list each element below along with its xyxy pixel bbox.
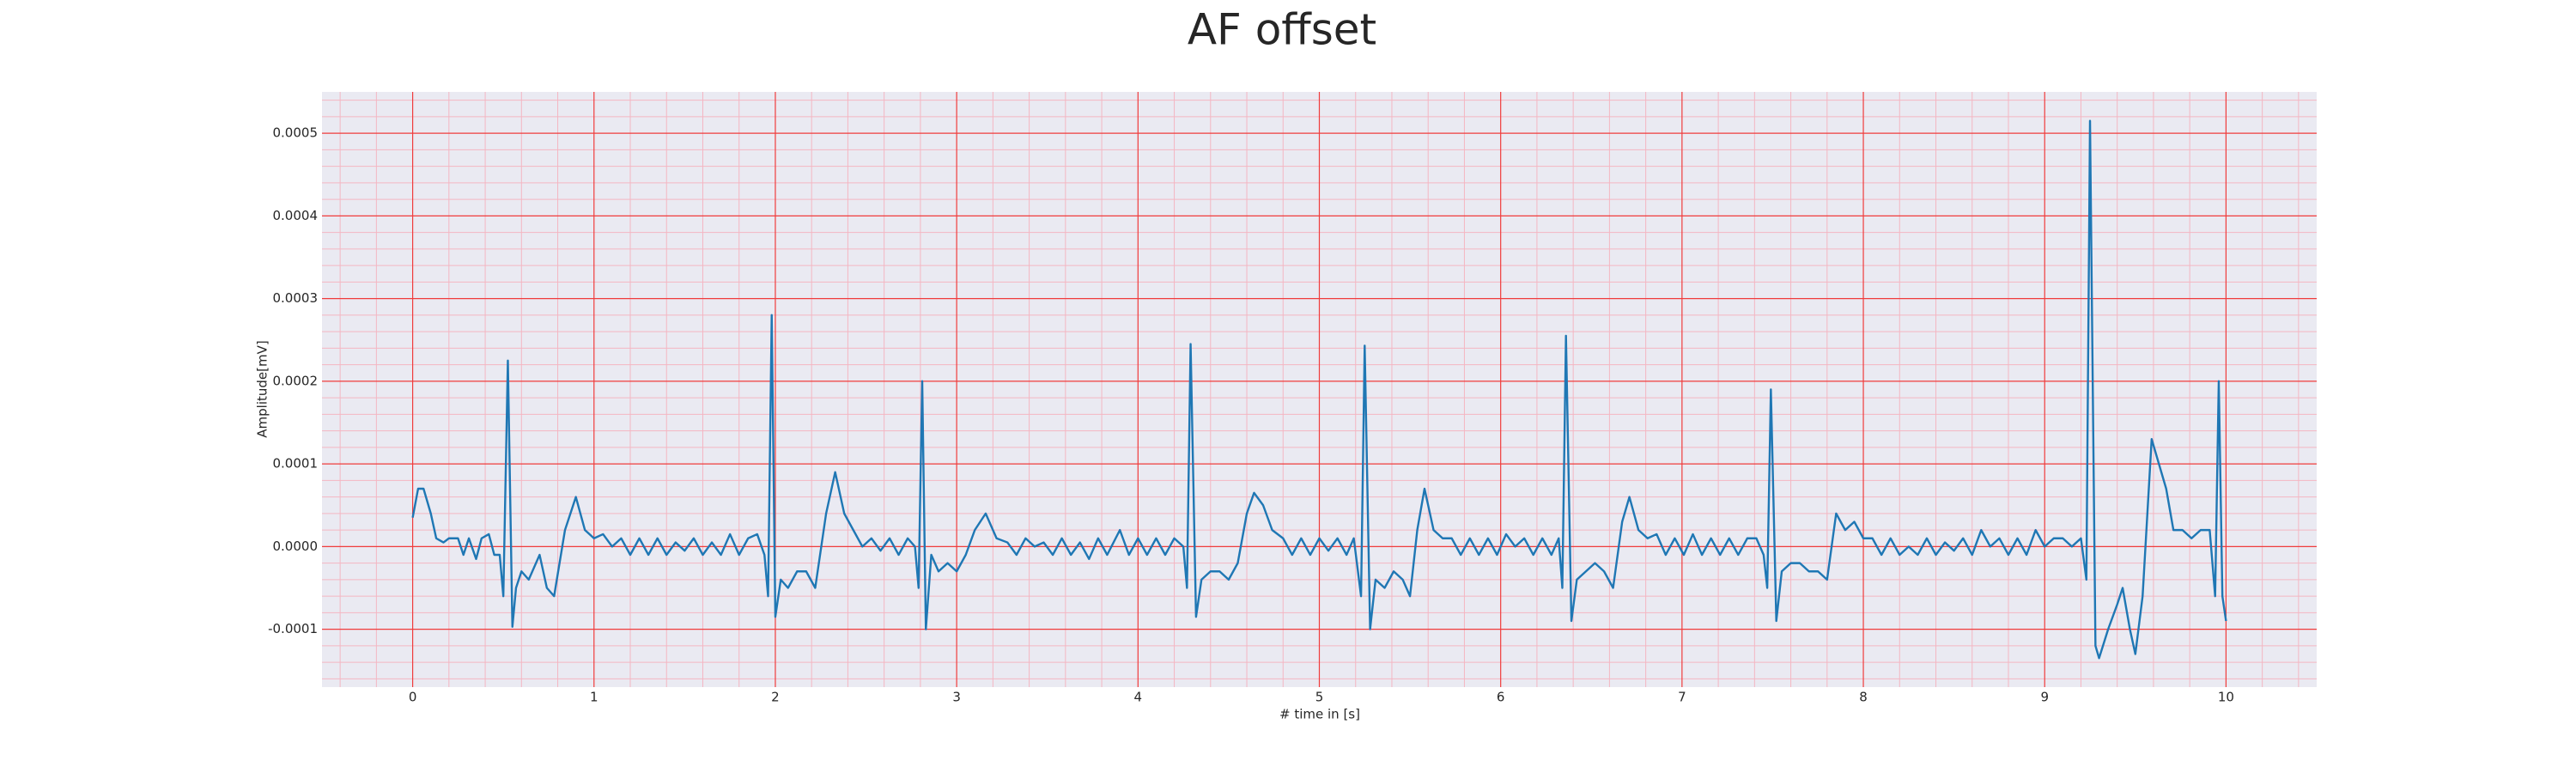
y-tick-label: 0.0004 [273,208,319,223]
x-tick-label: 5 [1315,690,1324,705]
y-tick-label: 0.0002 [273,373,319,388]
y-axis-label: Amplitude[mV] [255,340,270,437]
y-tick-label: 0.0005 [273,125,319,141]
y-tick-label: 0.0001 [273,456,319,472]
x-tick-label: 1 [590,690,598,705]
grid [322,92,2317,687]
x-tick-label: 4 [1134,690,1143,705]
marks [411,119,2227,660]
x-tick-label: 6 [1497,690,1505,705]
x-axis-label: # time in [s] [1279,707,1360,722]
chart-title: AF offset [1188,5,1376,55]
x-tick-label: 9 [2040,690,2049,705]
x-tick-label: 0 [409,690,417,705]
x-tick-label: 3 [952,690,961,705]
x-tick-label: 10 [2218,690,2234,705]
y-tick-label: 0.0000 [273,539,319,554]
y-tick-label: -0.0001 [268,621,318,636]
labels: 0 1 2 3 4 5 6 7 8 9 10 -0.0001 0.0000 0.0001 0.0002 0.0… [268,125,2234,705]
x-tick-label: 7 [1678,690,1686,705]
x-tick-label: 2 [771,690,780,705]
x-tick-label: 8 [1859,690,1868,705]
line-series [411,119,2227,660]
y-tick-label: 0.0003 [273,290,319,306]
